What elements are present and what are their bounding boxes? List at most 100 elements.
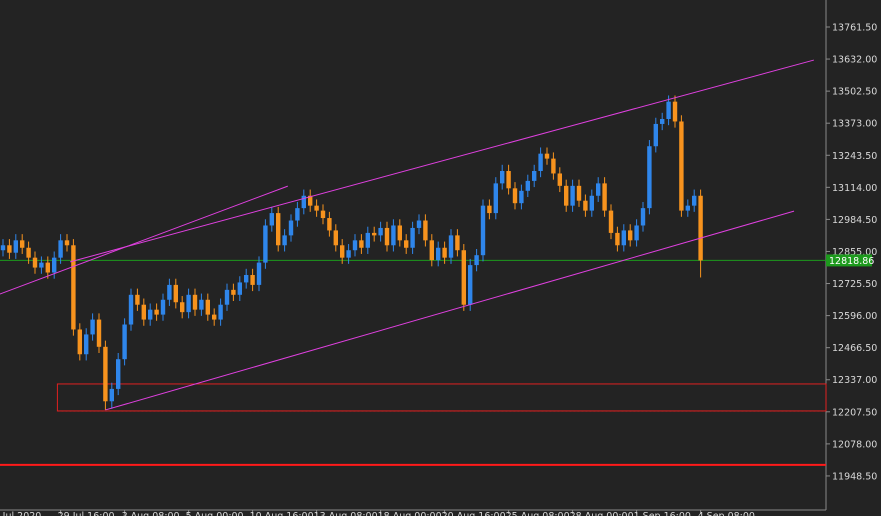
candle-body (116, 359, 121, 389)
candle-body (26, 247, 31, 258)
candle-body (301, 195, 306, 209)
candle-body (320, 210, 326, 219)
candle-body (365, 232, 370, 248)
candle-body (698, 195, 703, 261)
candle-body (628, 230, 633, 241)
y-tick-label: 12466.50 (832, 343, 877, 354)
candle-body (525, 180, 530, 191)
candle-body (180, 302, 185, 313)
candle-body (77, 329, 82, 355)
candle-body (480, 205, 486, 256)
candle-body (256, 262, 262, 285)
candle-body (679, 121, 684, 211)
x-tick-label: 18 Aug 00:00 (378, 511, 442, 516)
candle-body (384, 227, 390, 246)
candle-body (199, 299, 204, 310)
candle-body (602, 183, 607, 211)
candle-body (596, 183, 601, 196)
candle-body (231, 289, 236, 295)
candle-body (288, 220, 294, 236)
candle-body (340, 245, 345, 258)
candle-body (615, 232, 620, 246)
candle-body (52, 257, 57, 273)
candle-body (224, 289, 230, 305)
candle-body (557, 173, 562, 186)
candle-body (250, 274, 255, 285)
candle-body (583, 200, 588, 211)
x-tick-label: 5 Aug 00:00 (186, 511, 244, 516)
candle-body (218, 304, 223, 320)
candle-body (436, 247, 441, 261)
y-tick-label: 13761.50 (832, 22, 877, 33)
candle-body (634, 225, 639, 241)
candle-body (13, 240, 18, 253)
candle-body (244, 274, 249, 283)
candle-body (468, 265, 473, 305)
x-tick-label: 4 Sep 08:00 (698, 511, 755, 516)
candle-body (237, 282, 242, 295)
candle-body (154, 309, 159, 315)
candle-body (148, 309, 153, 320)
candle-body (7, 245, 12, 253)
candle-body (359, 240, 364, 248)
candle-body (64, 240, 70, 246)
candle-body (391, 225, 396, 246)
candle-body (461, 250, 466, 305)
candle-body (564, 185, 569, 206)
candle-body (186, 294, 191, 313)
candle-body (20, 240, 25, 248)
candle-body (333, 230, 338, 246)
price-label-box (826, 254, 872, 267)
candle-body (263, 225, 268, 263)
candle-body (352, 240, 358, 251)
x-tick-label: 25 Aug 08:00 (506, 511, 570, 516)
candle-body (167, 284, 172, 300)
candle-body (295, 208, 300, 221)
candle-body (135, 294, 140, 305)
y-tick-label: 12078.00 (832, 439, 877, 450)
candle-body (455, 235, 460, 251)
candle-body (647, 146, 652, 209)
x-tick-label: 13 Aug 08:00 (314, 511, 378, 516)
x-tick-label: 3 Jul 2020 (0, 511, 41, 516)
candle-body (122, 324, 127, 360)
candle-body (71, 245, 76, 330)
candle-body (448, 235, 454, 258)
candle-body (429, 240, 434, 261)
x-tick-label: 29 Jul 16:00 (58, 511, 115, 516)
candle-body (282, 235, 287, 246)
candle-body (160, 299, 166, 315)
candle-body (141, 304, 146, 320)
candle-body (487, 205, 492, 214)
candle-body (512, 188, 518, 204)
candle-body (653, 123, 658, 147)
candle-body (109, 388, 114, 402)
y-tick-label: 13114.00 (832, 183, 877, 194)
candle-body (269, 213, 274, 226)
candle-body (685, 205, 690, 211)
candle-body (32, 257, 38, 268)
y-tick-label: 12337.00 (832, 375, 877, 386)
candle-body (128, 294, 134, 325)
candle-body (576, 185, 582, 201)
candle-body (621, 230, 626, 246)
y-tick-label: 13502.50 (832, 87, 877, 98)
x-tick-label: 3 Aug 08:00 (122, 511, 180, 516)
price-label: 12818.86 (829, 256, 874, 267)
candle-body (570, 185, 575, 206)
x-tick-label: 20 Aug 16:00 (442, 511, 506, 516)
candle-body (84, 334, 89, 355)
y-tick-label: 13373.00 (832, 119, 877, 130)
candle-body (45, 262, 50, 273)
candle-body (103, 346, 108, 402)
candle-body (314, 205, 319, 211)
candle-body (666, 101, 671, 119)
y-tick-label: 12207.50 (832, 407, 877, 418)
candle-body (90, 319, 95, 335)
trendline (105, 210, 795, 411)
candle-body (538, 153, 543, 171)
candle-body (500, 170, 505, 184)
trendline (70, 59, 815, 263)
candle-body (378, 227, 383, 236)
candle-body (551, 158, 556, 174)
